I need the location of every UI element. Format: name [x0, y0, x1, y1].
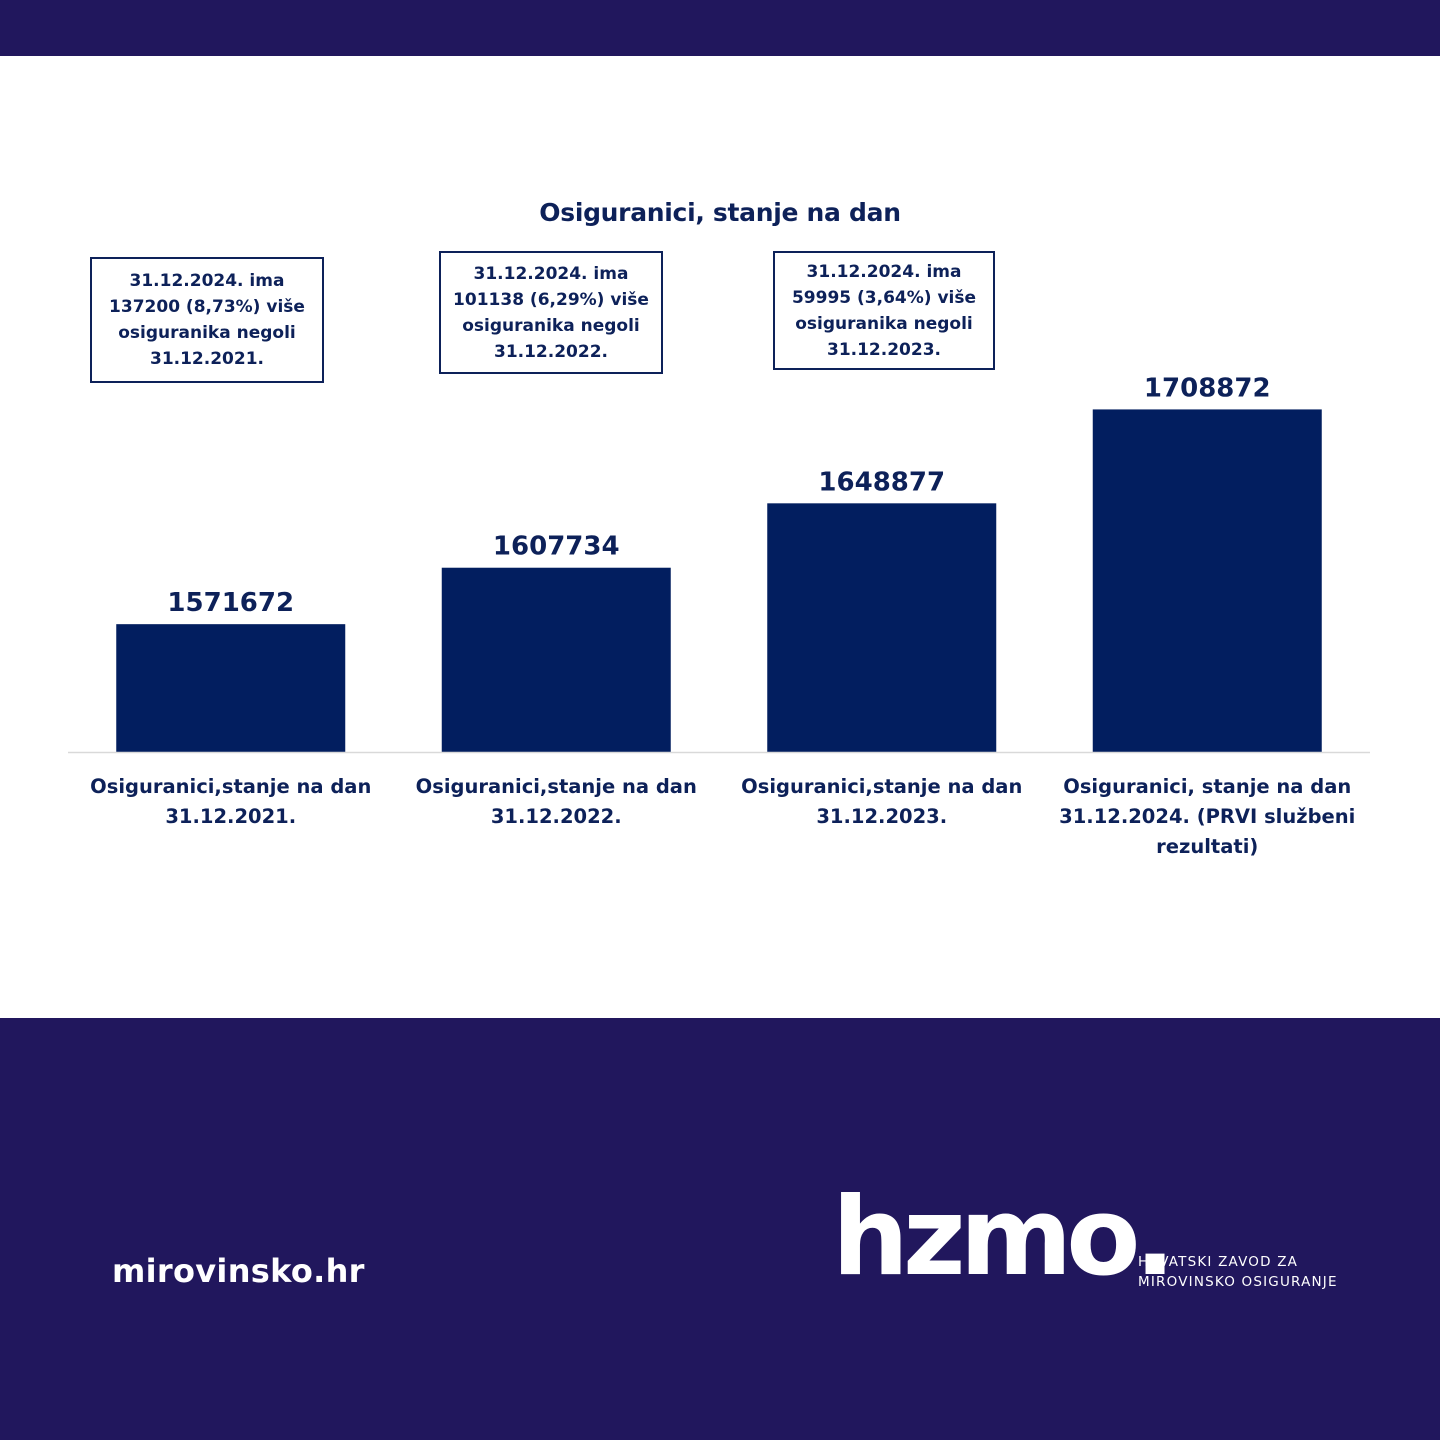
- category-label: 31.12.2024. (PRVI službeni: [1059, 805, 1355, 828]
- annotation-line: osiguranika negoli: [795, 313, 973, 334]
- annotation-line: 31.12.2024. ima: [473, 263, 629, 284]
- annotation-box-2021: 31.12.2024. ima 137200 (8,73%) više osig…: [90, 257, 324, 383]
- data-label: 1571672: [167, 588, 294, 618]
- bar-chart: 1571672 Osiguranici,stanje na dan 31.12.20…: [68, 373, 1370, 858]
- data-label: 1648877: [818, 467, 945, 497]
- annotation-box-2023: 31.12.2024. ima 59995 (3,64%) više osigu…: [773, 251, 995, 370]
- annotation-line: 31.12.2024. ima: [806, 261, 962, 282]
- annotation-line: 101138 (6,29%) više: [453, 289, 649, 310]
- logo-subtitle: HRVATSKI ZAVOD ZA MIROVINSKO OSIGURANJE: [1138, 1252, 1338, 1292]
- data-label: 1607734: [493, 532, 620, 562]
- chart-title: Osiguranici, stanje na dan: [539, 198, 901, 227]
- annotation-line: 31.12.2024. ima: [129, 271, 285, 291]
- bar: [441, 567, 671, 752]
- logo-subtitle-line: MIROVINSKO OSIGURANJE: [1138, 1274, 1338, 1290]
- data-label: 1708872: [1144, 373, 1271, 403]
- bar: [116, 624, 346, 752]
- category-label: rezultati): [1156, 835, 1258, 858]
- category-label: Osiguranici,stanje na dan: [416, 775, 697, 798]
- bar: [767, 503, 997, 752]
- annotation-line: 137200 (8,73%) više: [109, 297, 305, 317]
- annotation-line: 31.12.2021.: [149, 349, 264, 369]
- annotation-line: 31.12.2022.: [493, 341, 608, 362]
- category-label: Osiguranici,stanje na dan: [741, 775, 1022, 798]
- hzmo-logo: hzmo.: [832, 1175, 1176, 1300]
- bar: [1092, 409, 1322, 752]
- annotation-line: 31.12.2023.: [826, 339, 941, 360]
- annotation-box-2022: 31.12.2024. ima 101138 (6,29%) više osig…: [439, 251, 663, 374]
- annotation-line: osiguranika negoli: [118, 323, 296, 343]
- site-url-link[interactable]: mirovinsko.hr: [112, 1252, 365, 1290]
- top-band: [0, 0, 1440, 56]
- category-label: Osiguranici,stanje na dan: [90, 775, 371, 798]
- annotation-line: 59995 (3,64%) više: [791, 287, 977, 308]
- category-label: 31.12.2021.: [165, 805, 296, 828]
- category-label: Osiguranici, stanje na dan: [1063, 775, 1351, 798]
- annotation-line: osiguranika negoli: [462, 315, 640, 336]
- logo-subtitle-line: HRVATSKI ZAVOD ZA: [1138, 1254, 1299, 1270]
- category-label: 31.12.2022.: [491, 805, 622, 828]
- footer-band: [0, 1018, 1440, 1440]
- category-label: 31.12.2023.: [816, 805, 947, 828]
